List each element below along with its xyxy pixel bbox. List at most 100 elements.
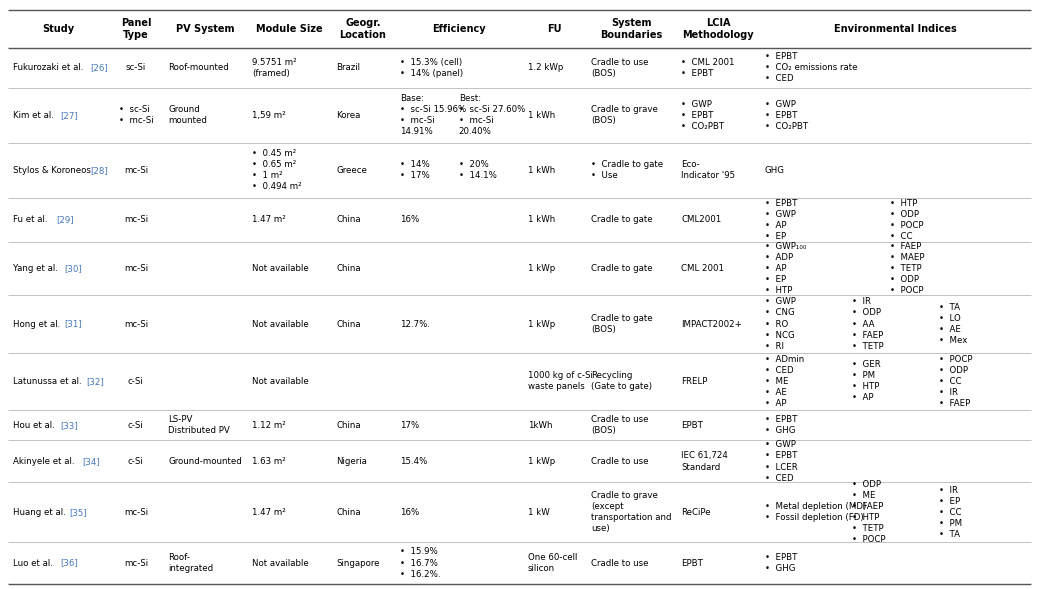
Text: •  CML 2001
•  EPBT: • CML 2001 • EPBT: [681, 58, 735, 78]
Text: [27]: [27]: [60, 111, 78, 120]
Text: Fukurozaki et al.: Fukurozaki et al.: [14, 64, 86, 72]
Text: Yang et al.: Yang et al.: [14, 264, 60, 273]
Text: Singapore: Singapore: [337, 558, 380, 568]
Text: Korea: Korea: [337, 111, 361, 120]
Text: CML2001: CML2001: [681, 216, 721, 224]
Text: 1.47 m²: 1.47 m²: [252, 216, 286, 224]
Text: 1,59 m²: 1,59 m²: [252, 111, 286, 120]
Text: 1.63 m²: 1.63 m²: [252, 457, 286, 466]
Text: •  15.3% (cell)
•  14% (panel): • 15.3% (cell) • 14% (panel): [400, 58, 462, 78]
Text: mc-Si: mc-Si: [124, 508, 148, 517]
Text: •  POCP
•  ODP
•  CC
•  IR
•  FAEP: • POCP • ODP • CC • IR • FAEP: [939, 355, 973, 408]
Text: •  IR
•  ODP
•  AA
•  FAEP
•  TETP: • IR • ODP • AA • FAEP • TETP: [852, 297, 884, 350]
Text: Cradle to use: Cradle to use: [591, 558, 648, 568]
Text: LS-PV
Distributed PV: LS-PV Distributed PV: [168, 415, 231, 435]
Text: 12.7%.: 12.7%.: [400, 319, 430, 329]
Text: Efficiency: Efficiency: [432, 24, 485, 34]
Text: One 60-cell
silicon: One 60-cell silicon: [528, 553, 577, 573]
Text: •  GWP
•  EPBT
•  LCER
•  CED: • GWP • EPBT • LCER • CED: [765, 441, 798, 482]
Text: [33]: [33]: [60, 421, 78, 430]
Text: CML 2001: CML 2001: [681, 264, 724, 273]
Text: •  EPBT
•  GWP
•  AP
•  EP: • EPBT • GWP • AP • EP: [765, 198, 797, 241]
Text: Cradle to gate
(BOS): Cradle to gate (BOS): [591, 314, 652, 334]
Text: GHG: GHG: [765, 166, 784, 175]
Text: •  20%
•  14.1%: • 20% • 14.1%: [458, 160, 497, 180]
Text: Roof-
integrated: Roof- integrated: [168, 553, 214, 573]
Text: Not available: Not available: [252, 558, 310, 568]
Text: •  GWP₁₀₀
•  ADP
•  AP
•  EP
•  HTP: • GWP₁₀₀ • ADP • AP • EP • HTP: [765, 242, 806, 295]
Text: Geogr.
Location: Geogr. Location: [340, 18, 387, 40]
Text: Study: Study: [42, 24, 74, 34]
Text: China: China: [337, 216, 361, 224]
Text: System
Boundaries: System Boundaries: [600, 18, 662, 40]
Text: •  GWP
•  EPBT
•  CO₂PBT: • GWP • EPBT • CO₂PBT: [765, 100, 808, 131]
Text: Cradle to grave
(except
transportation and
use): Cradle to grave (except transportation a…: [591, 491, 671, 534]
Text: •  FAEP
•  MAEP
•  TETP
•  ODP
•  POCP: • FAEP • MAEP • TETP • ODP • POCP: [890, 242, 925, 295]
Text: Eco-
Indicator '95: Eco- Indicator '95: [681, 160, 736, 180]
Text: [32]: [32]: [86, 377, 104, 386]
Text: Recycling
(Gate to gate): Recycling (Gate to gate): [591, 371, 652, 391]
Text: [31]: [31]: [64, 319, 82, 329]
Text: •  GWP
•  EPBT
•  CO₂PBT: • GWP • EPBT • CO₂PBT: [681, 100, 724, 131]
Text: •  15.9%
•  16.7%
•  16.2%.: • 15.9% • 16.7% • 16.2%.: [400, 547, 441, 578]
Text: mc-Si: mc-Si: [124, 558, 148, 568]
Text: Not available: Not available: [252, 264, 310, 273]
Text: 1kWh: 1kWh: [528, 421, 552, 430]
Text: Nigeria: Nigeria: [337, 457, 367, 466]
Text: LCIA
Methodology: LCIA Methodology: [683, 18, 753, 40]
Text: •  TA
•  LO
•  AE
•  Mex: • TA • LO • AE • Mex: [939, 303, 967, 345]
Text: •  GER
•  PM
•  HTP
•  AP: • GER • PM • HTP • AP: [852, 360, 881, 402]
Text: c-Si: c-Si: [128, 457, 143, 466]
Text: [36]: [36]: [60, 558, 78, 568]
Text: 1 kWh: 1 kWh: [528, 216, 555, 224]
Text: Cradle to use
(BOS): Cradle to use (BOS): [591, 415, 648, 435]
Text: Kim et al.: Kim et al.: [14, 111, 56, 120]
Text: 1 kWp: 1 kWp: [528, 457, 555, 466]
Text: Huang et al.: Huang et al.: [14, 508, 69, 517]
Text: Greece: Greece: [337, 166, 367, 175]
Text: EPBT: EPBT: [681, 558, 703, 568]
Text: 16%: 16%: [400, 508, 419, 517]
Text: Ground
mounted: Ground mounted: [168, 105, 208, 125]
Text: 16%: 16%: [400, 216, 419, 224]
Text: 1 kWh: 1 kWh: [528, 166, 555, 175]
Text: •  Cradle to gate
•  Use: • Cradle to gate • Use: [591, 160, 663, 180]
Text: c-Si: c-Si: [128, 377, 143, 386]
Text: China: China: [337, 421, 361, 430]
Text: •  ADmin
•  CED
•  ME
•  AE
•  AP: • ADmin • CED • ME • AE • AP: [765, 355, 804, 408]
Text: [34]: [34]: [82, 457, 100, 466]
Text: FRELP: FRELP: [681, 377, 708, 386]
Text: [30]: [30]: [64, 264, 82, 273]
Text: IEC 61,724
Standard: IEC 61,724 Standard: [681, 451, 728, 472]
Text: 9.5751 m²
(framed): 9.5751 m² (framed): [252, 58, 297, 78]
Text: mc-Si: mc-Si: [124, 216, 148, 224]
Text: •  EPBT
•  GHG: • EPBT • GHG: [765, 415, 797, 435]
Text: Stylos & Koroneos: Stylos & Koroneos: [14, 166, 94, 175]
Text: [29]: [29]: [56, 216, 74, 224]
Text: [26]: [26]: [90, 64, 108, 72]
Text: •  Metal depletion (MD)
•  Fossil depletion (FD): • Metal depletion (MD) • Fossil depletio…: [765, 502, 867, 522]
Text: Base:
•  sc-Si 15.96%
•  mc-Si
14.91%: Base: • sc-Si 15.96% • mc-Si 14.91%: [400, 94, 465, 136]
Text: IMPACT2002+: IMPACT2002+: [681, 319, 742, 329]
Text: mc-Si: mc-Si: [124, 319, 148, 329]
Text: Best:
•  sc-Si 27.60%
•  mc-Si
20.40%: Best: • sc-Si 27.60% • mc-Si 20.40%: [458, 94, 525, 136]
Text: PV System: PV System: [177, 24, 235, 34]
Text: •  IR
•  EP
•  CC
•  PM
•  TA: • IR • EP • CC • PM • TA: [939, 485, 962, 539]
Text: Not available: Not available: [252, 377, 310, 386]
Text: •  HTP
•  ODP
•  POCP
•  CC: • HTP • ODP • POCP • CC: [890, 198, 924, 241]
Text: Akinyele et al.: Akinyele et al.: [14, 457, 77, 466]
Text: 1 kWh: 1 kWh: [528, 111, 555, 120]
Text: Cradle to use
(BOS): Cradle to use (BOS): [591, 58, 648, 78]
Text: Fu et al.: Fu et al.: [14, 216, 50, 224]
Text: Panel
Type: Panel Type: [121, 18, 151, 40]
Text: FU: FU: [547, 24, 561, 34]
Text: •  0.45 m²
•  0.65 m²
•  1 m²
•  0.494 m²: • 0.45 m² • 0.65 m² • 1 m² • 0.494 m²: [252, 149, 302, 191]
Text: EPBT: EPBT: [681, 421, 703, 430]
Text: China: China: [337, 264, 361, 273]
Text: 15.4%: 15.4%: [400, 457, 427, 466]
Text: Luo et al.: Luo et al.: [14, 558, 56, 568]
Text: mc-Si: mc-Si: [124, 166, 148, 175]
Text: 1.2 kWp: 1.2 kWp: [528, 64, 563, 72]
Text: Cradle to gate: Cradle to gate: [591, 216, 652, 224]
Text: •  GWP
•  CNG
•  RO
•  NCG
•  RI: • GWP • CNG • RO • NCG • RI: [765, 297, 796, 350]
